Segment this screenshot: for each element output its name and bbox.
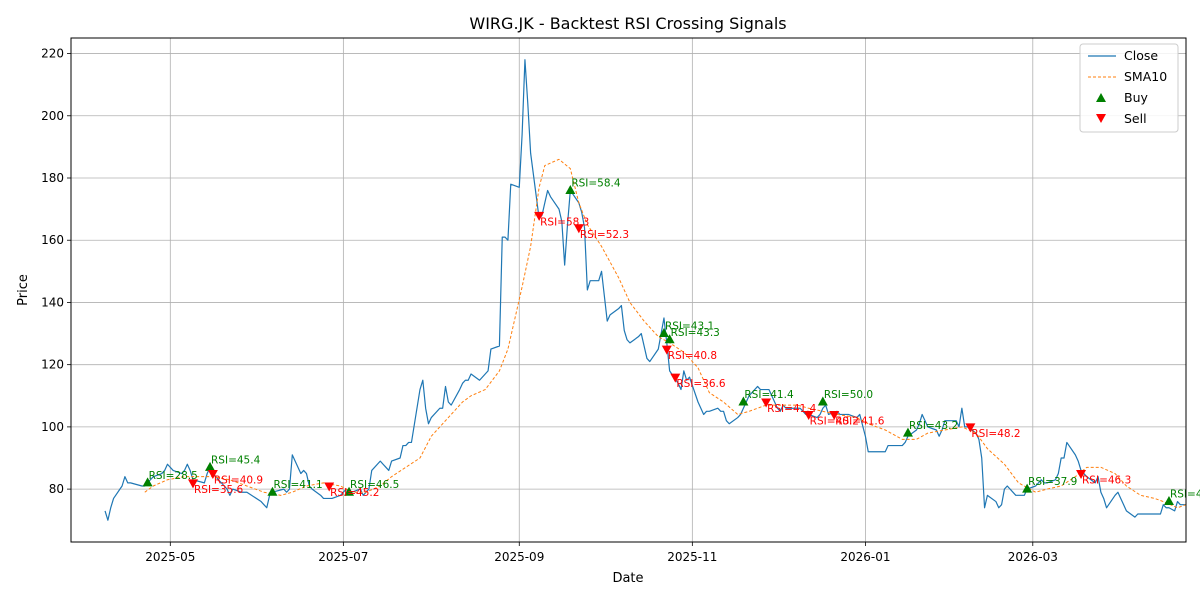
sell-signal-label: RSI=46.3 — [1082, 475, 1131, 487]
buy-signal-label: RSI=28.5 — [149, 470, 198, 482]
sell-signal-label: RSI=45.2 — [330, 487, 379, 499]
y-tick-label: 140 — [41, 295, 64, 309]
buy-signal-label: RSI=43.3 — [671, 327, 720, 339]
sell-signal-marker — [573, 224, 584, 234]
sell-signal-marker — [1076, 470, 1087, 480]
legend-box — [1079, 43, 1179, 133]
sell-signal-marker — [803, 410, 814, 420]
sell-signal-marker — [207, 470, 218, 480]
sell-signal-label: RSI=40.8 — [668, 350, 717, 362]
buy-signal-label: RSI=43.1 — [665, 321, 714, 333]
close-price-line — [104, 59, 1186, 521]
y-tick-label: 100 — [41, 420, 64, 434]
buy-signal-marker — [902, 427, 913, 437]
buy-signal-marker — [738, 396, 749, 406]
sma10-line — [144, 158, 1187, 509]
buy-signal-marker — [664, 334, 675, 344]
y-tick-label: 220 — [41, 47, 64, 61]
buy-signal-label: RSI=44.7 — [1170, 489, 1200, 501]
legend: Close SMA10 Buy Sell — [1079, 43, 1179, 133]
x-tick-label: 2026-03 — [1008, 550, 1058, 564]
legend-sell-marker — [1096, 114, 1106, 123]
sell-signal-label: RSI=40.9 — [214, 475, 263, 487]
sell-signal-label: RSI=52.3 — [580, 229, 629, 241]
grid-layer — [71, 38, 1186, 542]
sell-signal-label: RSI=58.3 — [540, 216, 589, 228]
x-tick-label: 2026-01 — [840, 550, 890, 564]
sell-signal-marker — [661, 345, 672, 355]
legend-buy-label: Buy — [1124, 90, 1148, 105]
buy-signal-marker — [205, 461, 216, 471]
sell-signal-marker — [534, 211, 545, 221]
buy-signal-label: RSI=37.9 — [1028, 476, 1077, 488]
y-axis-label: Price — [16, 274, 31, 306]
y-tick-label: 160 — [41, 233, 64, 247]
buy-signal-marker — [817, 396, 828, 406]
sell-signal-marker — [670, 373, 681, 383]
buy-signal-marker — [142, 477, 153, 487]
sell-signal-label: RSI=36.6 — [676, 378, 726, 390]
buy-signal-label: RSI=50.0 — [824, 389, 873, 401]
x-tick-label: 2025-11 — [667, 550, 717, 564]
buy-signal-marker — [658, 328, 669, 338]
y-tick-label: 200 — [41, 109, 64, 123]
sell-signal-marker — [829, 410, 840, 420]
buy-signal-marker — [267, 486, 278, 496]
plot-frame — [70, 37, 1187, 543]
buy-signal-label: RSI=45.4 — [211, 454, 261, 466]
buy-signal-label: RSI=41.1 — [273, 479, 322, 491]
buy-signal-label: RSI=58.4 — [571, 177, 621, 189]
buy-signal-label: RSI=41.4 — [744, 389, 794, 401]
ticks-layer: 2025-05 2025-07 2025-09 2025-11 2026-01 2026-… — [41, 47, 1058, 564]
sell-signal-label: RSI=48.2 — [971, 428, 1020, 440]
y-tick-label: 120 — [41, 358, 64, 372]
buy-signal-label: RSI=43.2 — [909, 420, 958, 432]
annotations-layer: RSI=28.5 RSI=45.4 RSI=41.1 RSI=46.5 RSI=58.4… — [149, 177, 1200, 500]
sell-signal-marker — [187, 479, 198, 489]
legend-buy-marker — [1096, 93, 1106, 102]
sell-signal-label: RSI=41.6 — [835, 415, 885, 427]
x-tick-label: 2025-05 — [145, 550, 195, 564]
x-tick-label: 2025-07 — [318, 550, 368, 564]
sell-signal-label: RSI=41.4 — [767, 403, 817, 415]
sell-signal-marker — [324, 482, 335, 492]
sell-signal-label: RSI=35.6 — [194, 484, 244, 496]
markers-layer — [142, 184, 1174, 506]
y-tick-label: 80 — [49, 482, 64, 496]
sell-signal-marker — [761, 398, 772, 408]
buy-signal-marker — [344, 486, 355, 496]
series-layer — [104, 59, 1187, 521]
buy-signal-label: RSI=46.5 — [350, 479, 399, 491]
sell-signal-marker — [965, 423, 976, 433]
buy-signal-marker — [1163, 496, 1174, 506]
legend-close-label: Close — [1124, 48, 1158, 63]
sell-signal-label: RSI=40.2 — [810, 415, 859, 427]
x-tick-label: 2025-09 — [494, 550, 544, 564]
chart-title: WIRG.JK - Backtest RSI Crossing Signals — [469, 14, 786, 33]
buy-signal-marker — [565, 184, 576, 194]
x-axis-label: Date — [612, 571, 643, 586]
legend-sma-label: SMA10 — [1124, 69, 1167, 84]
buy-signal-marker — [1022, 483, 1033, 493]
y-tick-label: 180 — [41, 171, 64, 185]
legend-sell-label: Sell — [1124, 111, 1147, 126]
